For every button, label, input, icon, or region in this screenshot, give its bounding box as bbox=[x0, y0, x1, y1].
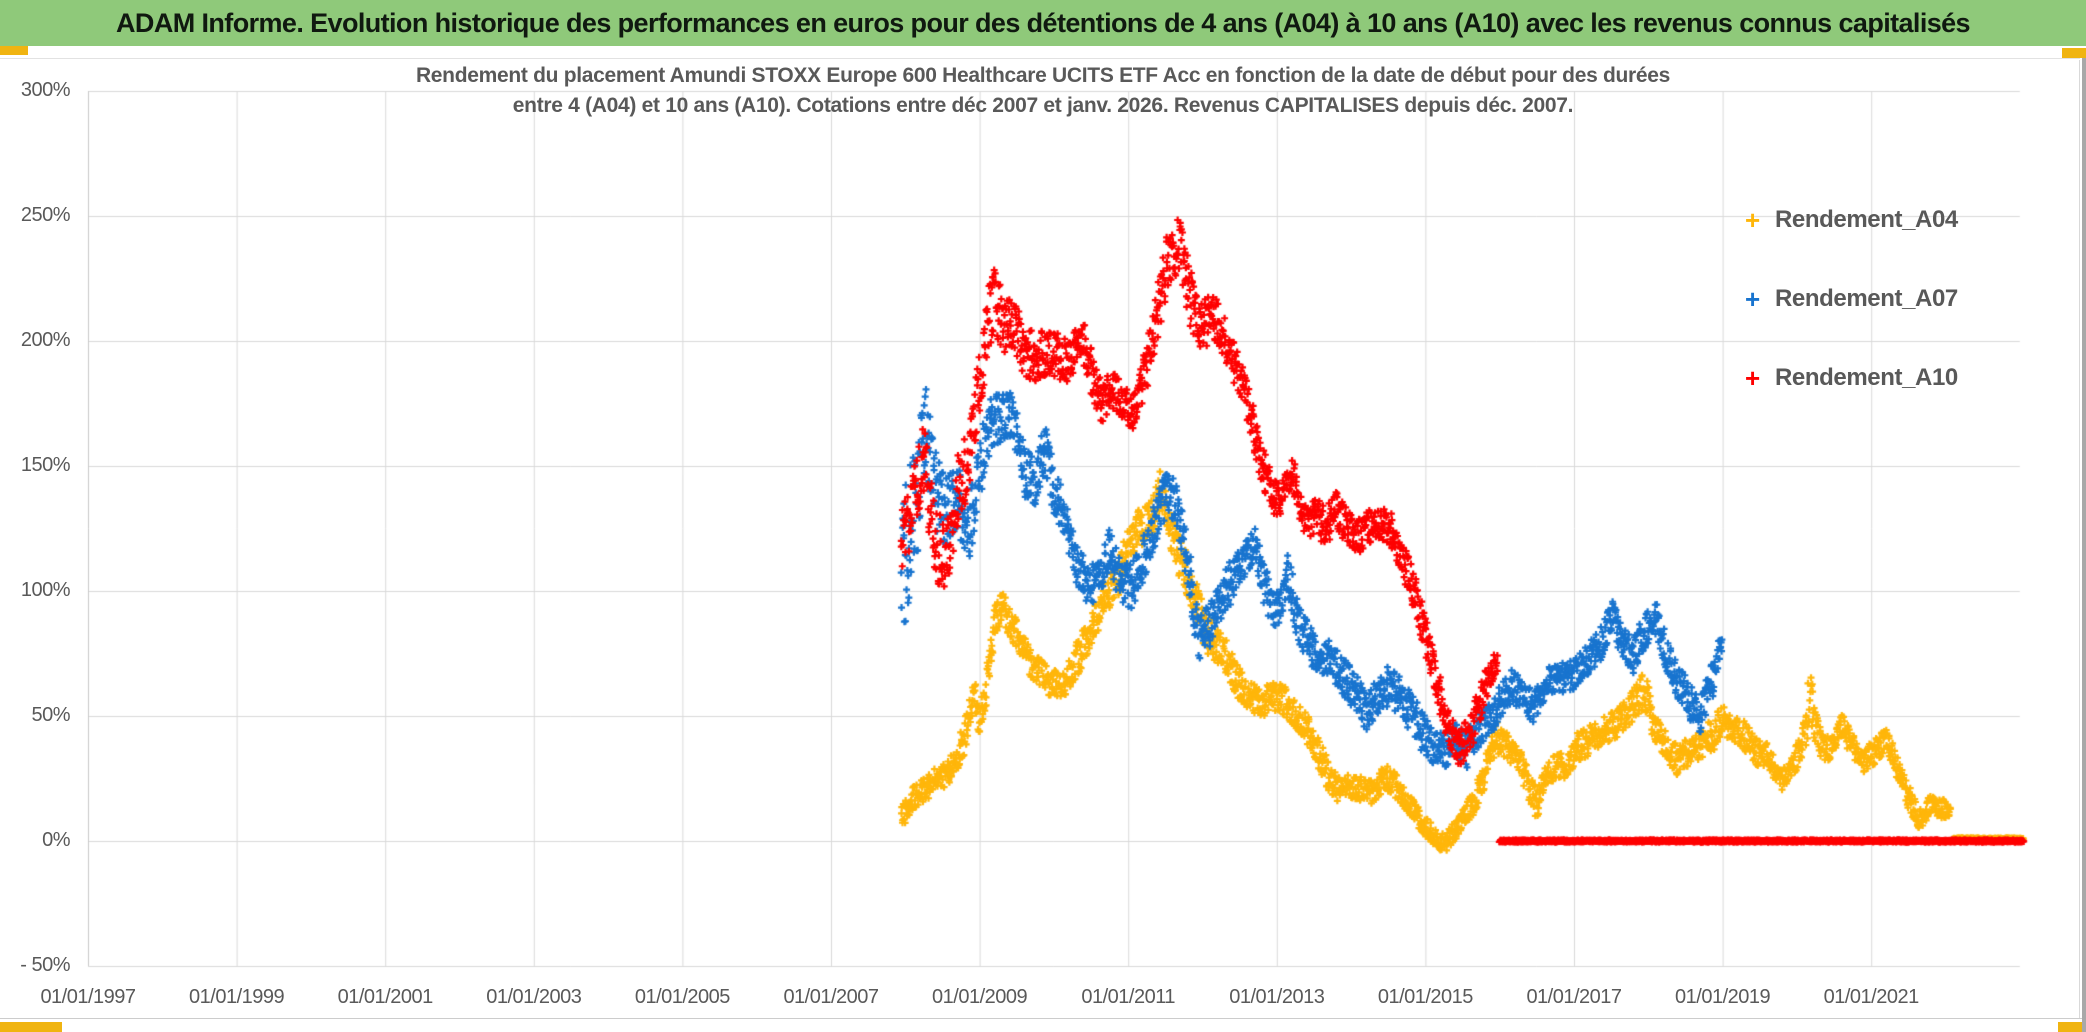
legend-label: Rendement_A04 bbox=[1775, 206, 1958, 233]
x-axis-label: 01/01/2013 bbox=[1229, 986, 1325, 1008]
x-axis-label: 01/01/2015 bbox=[1377, 986, 1474, 1008]
legend-item-a07[interactable]: + Rendement_A07 bbox=[1745, 279, 1958, 319]
x-axis-label: 01/01/1997 bbox=[40, 986, 136, 1008]
y-axis-label: 250% bbox=[20, 204, 71, 226]
x-axis-label: 01/01/2009 bbox=[932, 986, 1028, 1008]
x-axis-label: 01/01/2003 bbox=[486, 986, 582, 1008]
y-axis-label: 0% bbox=[42, 829, 70, 851]
x-axis-label: 01/01/2019 bbox=[1675, 986, 1771, 1008]
plus-marker-icon: + bbox=[1745, 284, 1761, 314]
x-axis-label: 01/01/2017 bbox=[1526, 986, 1622, 1008]
chart-subtitle-line1: Rendement du placement Amundi STOXX Euro… bbox=[415, 64, 1671, 87]
x-axis-label: 01/01/2001 bbox=[337, 986, 434, 1008]
legend-label: Rendement_A10 bbox=[1775, 364, 1958, 391]
legend-item-a10[interactable]: + Rendement_A10 bbox=[1745, 358, 1958, 398]
chart-subtitle-line2: entre 4 (A04) et 10 ans (A10). Cotations… bbox=[512, 94, 1574, 117]
plus-marker-icon: + bbox=[1745, 205, 1761, 235]
x-axis-label: 01/01/2007 bbox=[783, 986, 879, 1008]
y-axis-label: - 50% bbox=[20, 954, 70, 976]
legend-label: Rendement_A07 bbox=[1775, 285, 1958, 312]
y-axis-label: 150% bbox=[20, 454, 71, 476]
x-axis-label: 01/01/2005 bbox=[634, 986, 731, 1008]
y-axis-label: 200% bbox=[20, 329, 71, 351]
y-axis-label: 300% bbox=[20, 79, 71, 101]
x-axis-label: 01/01/2021 bbox=[1823, 986, 1920, 1008]
y-axis-label: 100% bbox=[20, 579, 71, 601]
x-axis-label: 01/01/2011 bbox=[1081, 986, 1175, 1008]
x-axis-label: 01/01/1999 bbox=[189, 986, 285, 1008]
y-axis-label: 50% bbox=[31, 704, 70, 726]
plus-marker-icon: + bbox=[1745, 363, 1761, 393]
legend-item-a04[interactable]: + Rendement_A04 bbox=[1745, 200, 1958, 240]
